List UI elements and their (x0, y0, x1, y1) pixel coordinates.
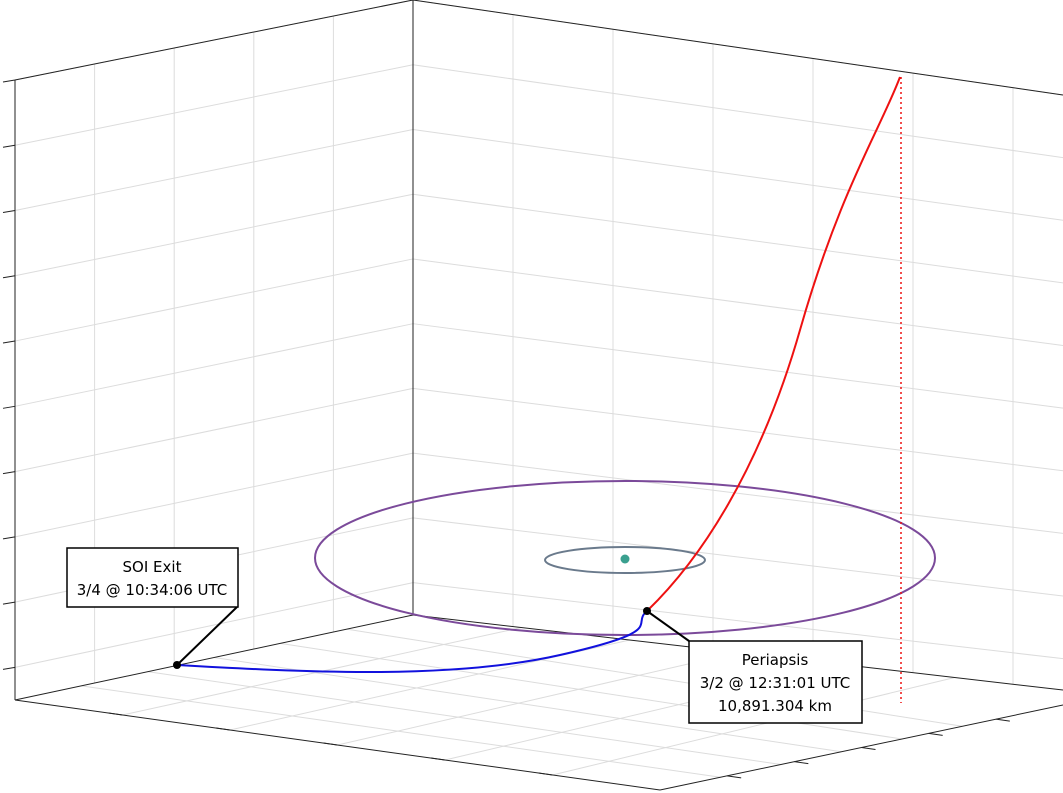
tick (2, 536, 16, 540)
tick (2, 471, 16, 475)
tick (538, 772, 553, 776)
tick (2, 210, 16, 214)
grid-line (346, 628, 963, 727)
grid-line (14, 582, 414, 668)
soi-exit-point (173, 661, 181, 669)
grid-line (552, 677, 955, 776)
leader-line (176, 606, 238, 666)
grid-line (412, 582, 1063, 660)
grid-line (412, 258, 1063, 347)
tick (794, 761, 809, 765)
grid-line (213, 657, 842, 753)
tick (2, 601, 16, 605)
grid-line (14, 323, 414, 407)
grid (14, 0, 1063, 778)
ticks (2, 79, 1010, 779)
central-body (620, 554, 630, 564)
outgoing-trajectory (176, 610, 648, 673)
grid-line (412, 64, 1063, 159)
grid-line (14, 128, 414, 212)
grid-line (412, 323, 1063, 409)
grid-line (337, 652, 739, 746)
tick (727, 775, 742, 779)
grid-line (412, 517, 1063, 597)
grid-line (14, 193, 414, 277)
grid-line (14, 452, 414, 538)
grid-line (81, 685, 721, 778)
grid-line (412, 193, 1063, 284)
grid-line (412, 452, 1063, 534)
grid-line (412, 128, 1063, 221)
leader-line (646, 610, 690, 642)
tick (2, 275, 16, 279)
callout-title: Periapsis (742, 651, 809, 669)
grid-line (147, 671, 781, 765)
tick (2, 666, 16, 670)
axes-box (14, 0, 1063, 791)
tick (215, 727, 231, 731)
grid-line (14, 64, 414, 146)
grid-line (14, 387, 414, 473)
callout-box (66, 547, 239, 608)
inner-orbit (544, 546, 706, 574)
tick (2, 144, 16, 148)
callout-title: SOI Exit (123, 558, 182, 576)
periapsis-point (643, 607, 651, 615)
callout-line: 3/4 @ 10:34:06 UTC (77, 581, 228, 599)
incoming-trajectory (646, 76, 901, 612)
tick (108, 712, 123, 716)
tick (2, 79, 16, 83)
tick (323, 742, 338, 746)
tick (861, 747, 876, 750)
tick (995, 718, 1010, 722)
outer-orbit (314, 480, 936, 636)
grid-line (14, 258, 414, 342)
tick (928, 732, 943, 736)
tick (2, 340, 16, 344)
grid-line (412, 387, 1063, 472)
tick (430, 757, 446, 761)
callout-box (688, 640, 863, 724)
callout-line: 10,891.304 km (718, 697, 832, 715)
callout-line: 3/2 @ 12:31:01 UTC (700, 674, 851, 692)
tick (2, 405, 16, 409)
